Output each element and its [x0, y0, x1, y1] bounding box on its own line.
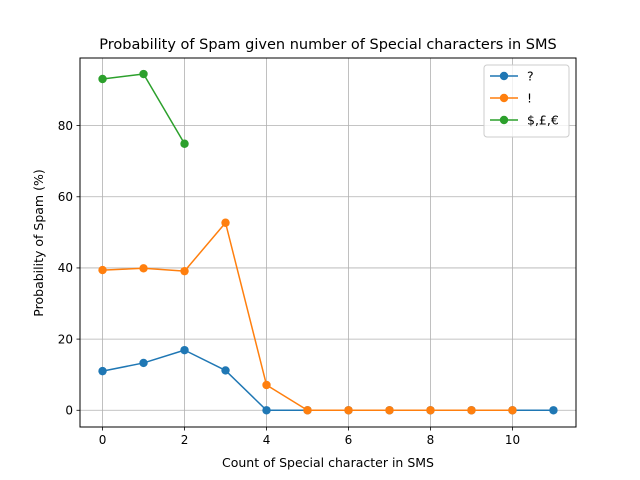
data-point [221, 366, 230, 375]
data-point [180, 345, 189, 355]
ticks: 0 2 4 6 8 10 0 20 40 60 80 [58, 119, 520, 447]
data-point [98, 265, 107, 275]
x-tick-label: 8 [427, 433, 435, 447]
data-point [139, 69, 148, 79]
data-point [262, 406, 271, 415]
data-point [180, 139, 189, 148]
y-tick-label: 20 [58, 332, 73, 346]
legend-label: $,£,€ [527, 113, 559, 128]
data-point [508, 406, 517, 415]
data-point [98, 74, 107, 84]
chart-title: Probability of Spam given number of Spec… [99, 37, 556, 53]
data-point [98, 366, 107, 376]
legend-label: ! [527, 91, 532, 106]
data-point [180, 266, 189, 276]
x-axis-label: Count of Special character in SMS [222, 455, 434, 470]
y-axis-label: Probability of Spam (%) [31, 169, 46, 316]
data-point [139, 358, 148, 368]
data-point [385, 406, 394, 415]
data-point [139, 264, 148, 273]
x-tick-label: 10 [505, 433, 520, 447]
data-point [221, 218, 230, 227]
legend: ?! $,£,€ [483, 64, 570, 138]
legend-marker [499, 115, 509, 125]
y-tick-label: 80 [58, 119, 73, 133]
y-tick-label: 60 [58, 190, 73, 204]
y-tick-label: 40 [58, 261, 73, 275]
legend-marker [499, 93, 509, 103]
x-tick-label: 2 [181, 433, 189, 447]
data-point [262, 380, 271, 390]
y-tick-label: 0 [65, 404, 73, 418]
x-tick-label: 0 [99, 433, 107, 447]
plot-frame [79, 57, 577, 428]
legend-label: ? [527, 69, 534, 84]
data-point [303, 406, 312, 415]
data-point [467, 406, 476, 415]
data-point [426, 406, 435, 415]
legend-marker [499, 71, 509, 81]
data-point [344, 406, 353, 415]
data-point [549, 406, 558, 415]
x-tick-label: 6 [345, 433, 353, 447]
series-layer [98, 69, 558, 415]
x-tick-label: 4 [263, 433, 271, 447]
